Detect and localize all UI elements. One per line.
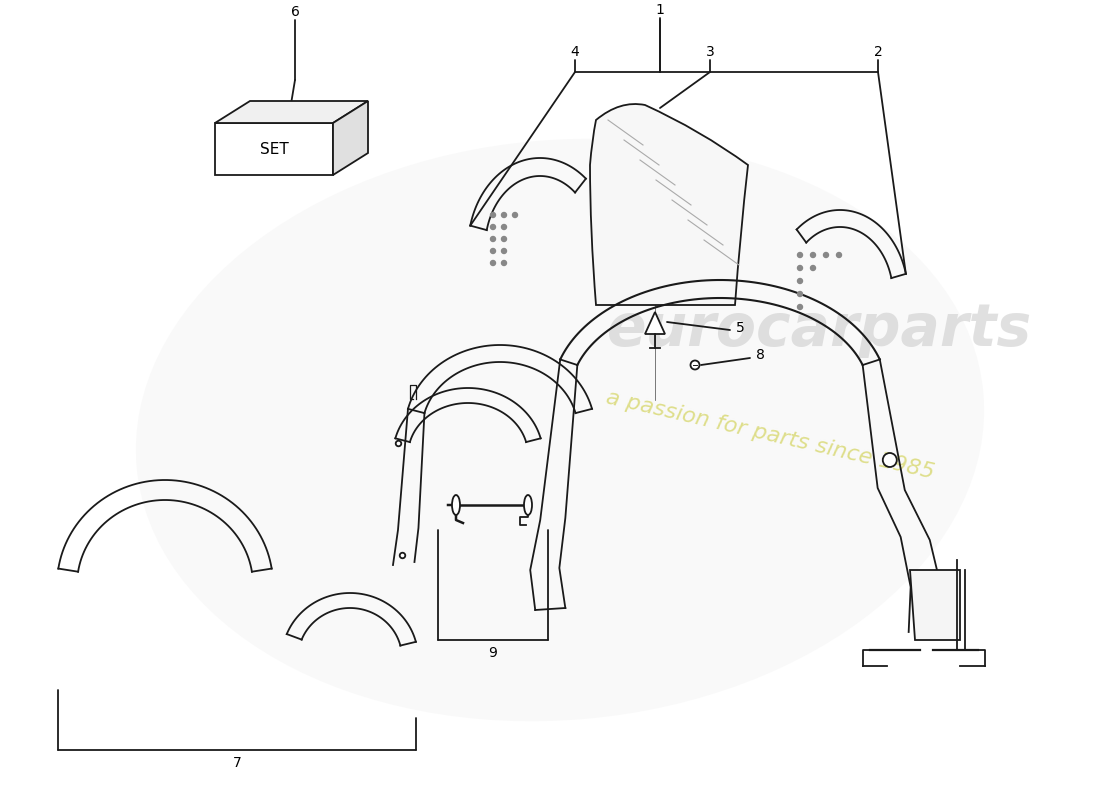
Text: 6: 6 [290,5,299,19]
Text: 9: 9 [488,646,497,660]
Circle shape [491,237,495,242]
Text: 5: 5 [736,321,745,335]
Ellipse shape [883,453,896,467]
Ellipse shape [136,138,984,722]
Circle shape [798,291,803,297]
Ellipse shape [452,495,460,515]
Polygon shape [333,101,369,175]
Polygon shape [214,123,333,175]
Text: 8: 8 [756,348,764,362]
Circle shape [502,261,506,266]
Text: 2: 2 [873,45,882,59]
Circle shape [798,305,803,310]
Circle shape [502,249,506,254]
Circle shape [513,213,517,218]
Circle shape [502,237,506,242]
Circle shape [502,213,506,218]
Polygon shape [910,570,960,640]
Circle shape [491,249,495,254]
Polygon shape [645,312,665,334]
Circle shape [798,253,803,258]
Circle shape [502,225,506,230]
PathPatch shape [590,104,748,305]
Text: 4: 4 [571,45,580,59]
Circle shape [824,253,828,258]
Circle shape [491,261,495,266]
Text: eurocarparts: eurocarparts [607,302,1033,358]
Text: 3: 3 [705,45,714,59]
Polygon shape [214,101,368,123]
Circle shape [491,213,495,218]
Circle shape [798,266,803,270]
Circle shape [836,253,842,258]
Ellipse shape [691,361,700,370]
Circle shape [491,225,495,230]
Ellipse shape [524,495,532,515]
Text: a passion for parts since 1985: a passion for parts since 1985 [604,387,936,482]
Circle shape [798,278,803,283]
Circle shape [811,253,815,258]
Circle shape [811,266,815,270]
Text: 1: 1 [656,3,664,17]
Text: SET: SET [260,142,288,157]
Text: 7: 7 [233,756,242,770]
